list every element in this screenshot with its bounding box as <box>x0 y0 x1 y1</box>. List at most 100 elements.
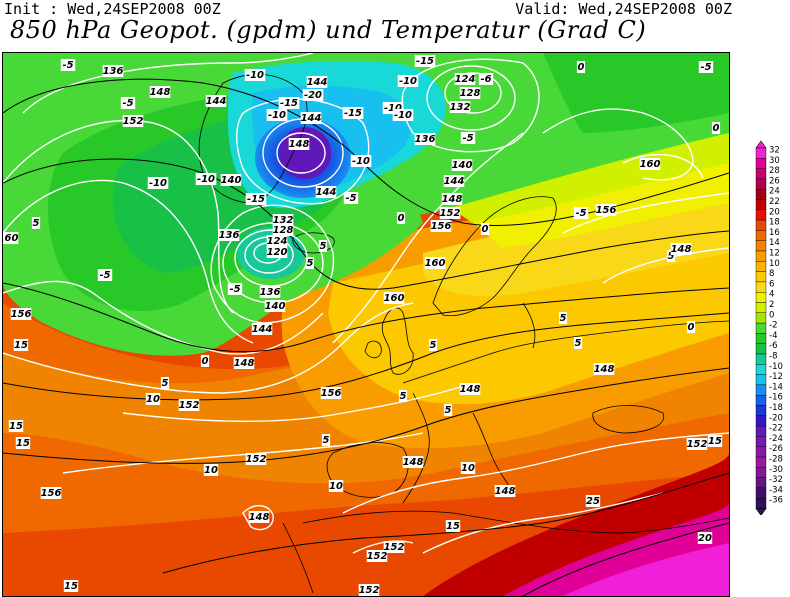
legend-tick-label: 2 <box>769 300 774 310</box>
geopotential-label: 136 <box>103 66 124 77</box>
legend-swatch <box>755 456 767 468</box>
geopotential-label-box <box>248 511 270 523</box>
isotherm-label-box <box>60 59 76 71</box>
geopotential-label-box <box>220 174 242 186</box>
legend-tick-label: 8 <box>769 269 774 279</box>
geopotential-label-box <box>272 214 294 226</box>
isotherm-label-box <box>195 173 217 185</box>
geopotential-label-box <box>320 387 342 399</box>
legend-colorbar: 32302826242220181614121086420-2-4-6-8-10… <box>755 140 783 515</box>
legend-swatch <box>755 271 767 283</box>
isotherm-label: -10 <box>352 156 370 167</box>
isotherm-label: 5 <box>430 340 437 351</box>
isotherm-label: -10 <box>197 174 215 185</box>
isotherm-label: 5 <box>307 258 314 269</box>
legend-tick-label: 4 <box>769 290 774 300</box>
legend-tick-label: 32 <box>769 146 780 156</box>
isotherm-label: -5 <box>229 284 240 295</box>
legend-swatch <box>755 487 767 499</box>
geopotential-label-box <box>259 286 281 298</box>
isotherm-label: -5 <box>345 193 356 204</box>
geopotential-label: 148 <box>289 139 310 150</box>
geopotential-label: 148 <box>495 486 516 497</box>
geopotential-label: 156 <box>596 205 617 216</box>
geopotential-label: 128 <box>460 88 481 99</box>
legend-swatch <box>755 446 767 458</box>
isotherm-label: 5 <box>320 241 327 252</box>
geopotential-label: 160 <box>384 293 405 304</box>
isotherm-label-box <box>318 240 328 252</box>
legend-swatch <box>755 291 767 303</box>
geopotential-label-box <box>264 300 286 312</box>
isotherm-label-box <box>321 434 331 446</box>
legend-tick-label: -34 <box>769 485 783 495</box>
isotherm-label: -5 <box>99 270 110 281</box>
geopotential-label: 136 <box>415 134 436 145</box>
legend-tick-label: 16 <box>769 228 780 238</box>
isotherm-label: 0 <box>713 123 720 134</box>
legend-tick-label: 28 <box>769 166 780 176</box>
isotherm-label: 15 <box>708 436 722 447</box>
legend-swatch <box>755 415 767 427</box>
legend-swatch <box>755 158 767 169</box>
geopotential-label-box <box>383 541 405 553</box>
geopotential-label-box <box>300 112 322 124</box>
geopotential-label: 160 <box>640 159 661 170</box>
geopotential-label-box <box>40 487 62 499</box>
geopotential-label-box <box>358 584 380 596</box>
legend-swatch <box>755 250 767 262</box>
geopotential-contours <box>3 53 729 554</box>
geopotential-label-box <box>402 456 424 468</box>
legend-swatch <box>755 261 767 272</box>
isotherm-label: 15 <box>16 438 30 449</box>
geopotential-label: 136 <box>260 287 281 298</box>
isotherm-label: 5 <box>323 435 330 446</box>
isotherm-label: 25 <box>586 496 600 507</box>
geopotential-label-box <box>449 101 471 113</box>
isotherm-label: 10 <box>329 481 343 492</box>
geopotential-label: 144 <box>252 324 273 335</box>
geopotential-label-box <box>443 175 465 187</box>
isotherm-label-box <box>478 73 494 85</box>
legend-tick-label: -36 <box>769 496 783 506</box>
isotherm-label-box <box>396 212 406 224</box>
isotherm-label: -5 <box>575 208 586 219</box>
geopotential-label-box <box>205 95 227 107</box>
geopotential-label: 148 <box>442 194 463 205</box>
geopotential-label: 148 <box>150 87 171 98</box>
legend-tick-label: -24 <box>769 434 783 444</box>
legend-swatch <box>755 333 767 344</box>
isotherm-label-box <box>302 89 324 101</box>
geopotential-label-box <box>266 246 288 258</box>
isotherm-label-box <box>266 109 288 121</box>
legend-tick-label: 18 <box>769 218 780 228</box>
legend-swatch <box>755 467 767 478</box>
isotherm-label-box <box>460 132 476 144</box>
isotherm-label-box <box>707 435 723 447</box>
temperature-legend: 32 30 28 26 24 22 20 18 16 14 12 10 8 6 4 2 0 -2 -4 -6 -8 -10… <box>754 140 790 515</box>
isotherm-label: -5 <box>122 98 133 109</box>
isotherm-label-box <box>573 337 583 349</box>
geopotential-label: 128 <box>273 225 294 236</box>
legend-tick-label: -32 <box>769 475 783 485</box>
isotherm-label: 0 <box>688 322 695 333</box>
isotherm-label: 15 <box>64 581 78 592</box>
legend-swatch <box>755 374 767 386</box>
map-canvas: -5-5-10-10-15-20-15-10-15-6-10-10-5-10-1… <box>3 53 729 596</box>
isotherm-label: -10 <box>394 110 412 121</box>
geopotential-label-box <box>383 292 405 304</box>
legend-tick-label: 24 <box>769 187 780 197</box>
isotherm-label-box <box>445 520 461 532</box>
legend-tick-label: 26 <box>769 176 780 186</box>
chart-title: 850 hPa Geopot. (gpdm) und Temperatur (G… <box>10 16 647 44</box>
isotherm-label-box <box>573 207 589 219</box>
geopotential-label: 144 <box>206 96 227 107</box>
geopotential-label: 156 <box>41 488 62 499</box>
legend-tick-label: -4 <box>769 331 777 341</box>
legend-tick-label: -10 <box>769 362 783 372</box>
isotherm-label-box <box>414 55 436 67</box>
header: Init : Wed,24SEP2008 00Z Valid: Wed,24SE… <box>0 0 790 52</box>
isotherm-label-box <box>15 437 31 449</box>
isotherm-label-box <box>460 462 476 474</box>
legend-swatch <box>755 209 767 221</box>
